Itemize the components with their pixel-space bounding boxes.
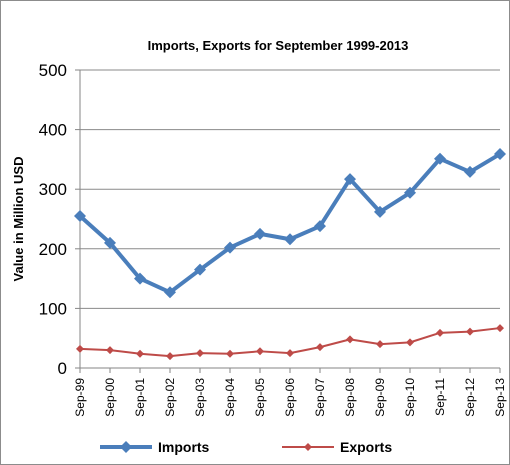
legend-item-exports: Exports [282, 439, 392, 455]
y-tick-labels: 0 100 200 300 400 500 [39, 61, 67, 378]
legend-label: Imports [158, 439, 210, 455]
exports-point [316, 343, 324, 352]
imports-point [314, 220, 326, 233]
x-tick-label: Sep-02 [163, 378, 177, 417]
y-tick-label: 400 [39, 121, 67, 140]
exports-point [136, 349, 144, 358]
imports-point [104, 236, 116, 249]
x-tick-label: Sep-99 [73, 378, 87, 417]
x-tick-label: Sep-00 [103, 378, 117, 417]
exports-point [436, 328, 444, 337]
x-tick-label: Sep-06 [283, 378, 297, 417]
legend-label: Exports [340, 439, 392, 455]
imports-point [284, 233, 296, 246]
imports-point [374, 205, 386, 218]
x-tick-label: Sep-11 [433, 378, 447, 416]
imports-point [134, 272, 146, 285]
exports-point [196, 349, 204, 358]
gridlines [80, 69, 500, 309]
exports-point [256, 347, 264, 356]
imports-point [194, 263, 206, 276]
exports-point [286, 349, 294, 358]
y-tick-label: 300 [39, 180, 67, 199]
x-tick-label: Sep-07 [313, 378, 327, 417]
exports-point [376, 340, 384, 349]
x-tick-labels: Sep-99 Sep-00 Sep-01 Sep-02 Sep-03 Sep-04 Sep-… [73, 378, 507, 417]
x-tick-label: Sep-03 [193, 378, 207, 417]
imports-point [494, 148, 506, 161]
imports-line [78, 152, 502, 295]
x-tick-label: Sep-12 [463, 378, 477, 417]
series-imports [74, 148, 506, 299]
y-tick-label: 500 [39, 61, 67, 80]
imports-point [74, 210, 86, 223]
legend-marker [120, 441, 132, 453]
imports-point [344, 173, 356, 186]
exports-point [466, 327, 474, 336]
y-tick-label: 100 [39, 299, 67, 318]
x-tick-label: Sep-01 [133, 378, 147, 417]
imports-point [404, 186, 416, 199]
axes [75, 69, 501, 373]
legend-item-imports: Imports [100, 439, 210, 455]
imports-point [224, 241, 236, 254]
exports-point [496, 324, 504, 333]
imports-point [164, 286, 176, 299]
series-exports [76, 324, 504, 361]
x-tick-label: Sep-05 [253, 378, 267, 417]
exports-point [226, 349, 234, 358]
exports-point [406, 338, 414, 347]
x-tick-label: Sep-08 [343, 378, 357, 417]
exports-point [166, 352, 174, 361]
exports-point [76, 344, 84, 353]
x-tick-label: Sep-10 [403, 378, 417, 417]
x-tick-label: Sep-13 [493, 378, 507, 417]
chart-title: Imports, Exports for September 1999-2013 [148, 38, 409, 53]
y-tick-label: 0 [58, 359, 67, 378]
legend-marker [304, 443, 312, 451]
x-tick-label: Sep-09 [373, 378, 387, 417]
imports-point [254, 227, 266, 240]
y-tick-label: 200 [39, 240, 67, 259]
imports-point [434, 152, 446, 165]
imports-point [464, 165, 476, 178]
legend: Imports Exports [100, 439, 392, 455]
y-axis-label: Value in Million USD [11, 157, 26, 282]
exports-point [346, 335, 354, 344]
exports-point [106, 346, 114, 355]
x-tick-label: Sep-04 [223, 378, 237, 417]
series-layer [74, 148, 506, 361]
